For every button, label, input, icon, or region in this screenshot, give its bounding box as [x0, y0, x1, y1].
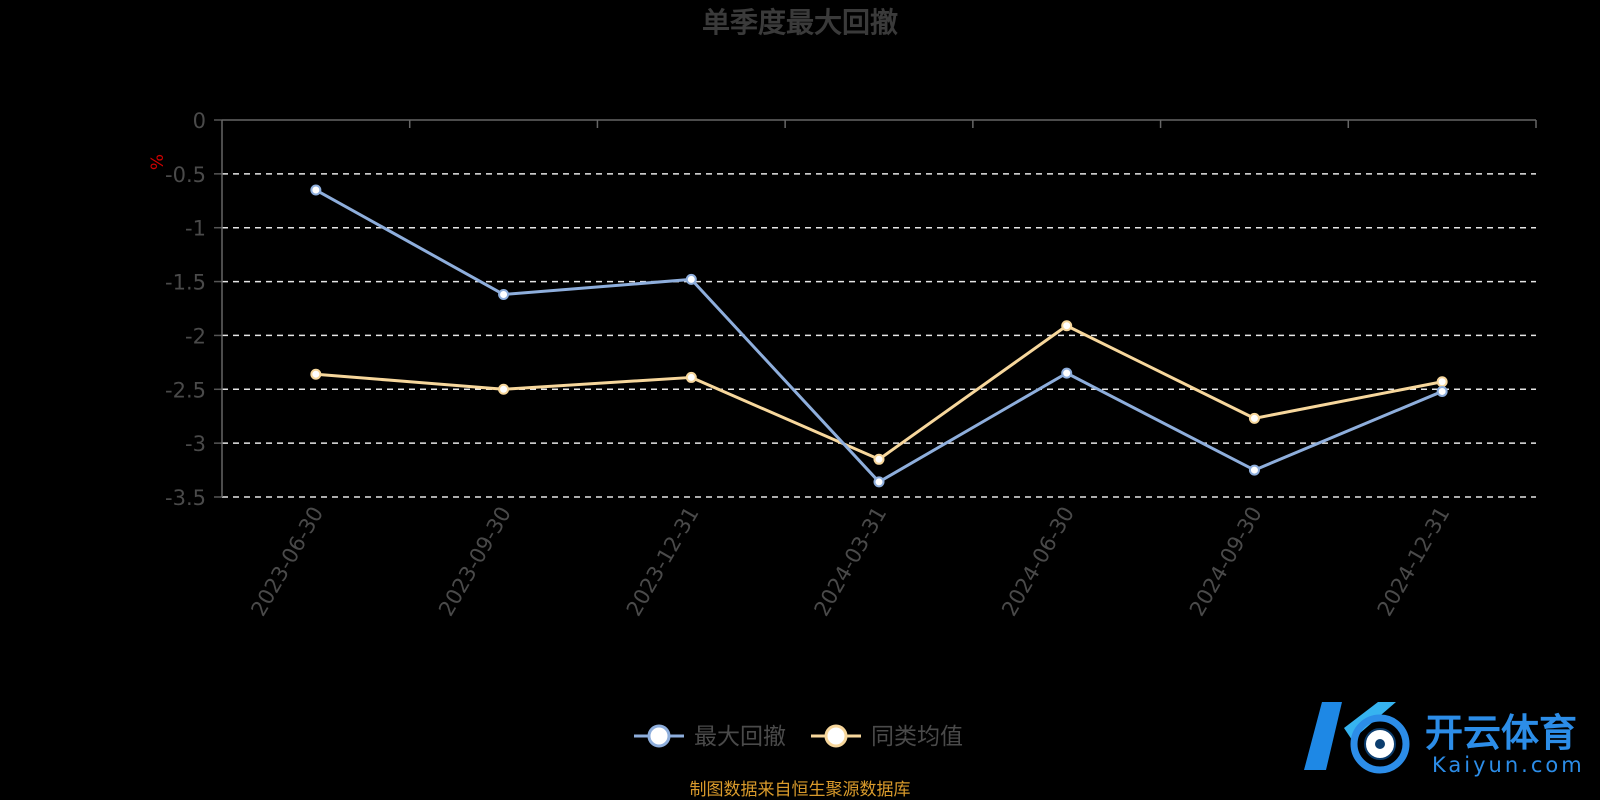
x-tick-label: 2023-06-30	[246, 503, 328, 621]
series-line-0	[315, 188, 1443, 484]
watermark-cn: 开云体育	[1425, 711, 1577, 755]
legend-item-max-drawdown[interactable]: 最大回撤	[634, 724, 786, 750]
legend: 最大回撤 同类均值	[634, 724, 963, 750]
legend-label-max-drawdown: 最大回撤	[694, 724, 786, 750]
y-axis-unit: %	[148, 154, 168, 170]
x-tick-label: 2024-06-30	[997, 503, 1079, 621]
x-tick-label: 2024-03-31	[810, 503, 892, 621]
data-point[interactable]	[310, 184, 322, 196]
series-line-1	[315, 324, 1443, 461]
data-point[interactable]	[1061, 367, 1073, 379]
data-point[interactable]	[1061, 320, 1073, 332]
data-point[interactable]	[685, 371, 697, 383]
data-point[interactable]	[873, 476, 885, 488]
data-point[interactable]	[685, 273, 697, 285]
y-tick-label: -2	[185, 324, 206, 348]
x-tick-labels: 2023-06-30 2023-09-30 2023-12-31 2024-03-31…	[246, 502, 1454, 620]
data-point[interactable]	[310, 368, 322, 380]
y-tick-label: 0	[193, 109, 206, 133]
chart-title: 单季度最大回撤	[702, 6, 898, 39]
source-note: 制图数据来自恒生聚源数据库	[690, 780, 911, 800]
y-tick-labels: 0 -0.5 -1 -1.5 -2 -2.5 -3 -3.5	[165, 109, 206, 510]
data-point[interactable]	[498, 383, 510, 395]
y-tick-label: -0.5	[165, 163, 206, 187]
data-point[interactable]	[1436, 385, 1448, 397]
legend-swatch-marker	[824, 724, 848, 748]
x-tick-label: 2024-09-30	[1185, 503, 1267, 621]
axes	[214, 119, 1537, 498]
x-tick-label: 2023-09-30	[434, 502, 516, 620]
y-tick-label: -3.5	[165, 486, 206, 510]
logo-mark	[1304, 702, 1410, 774]
legend-item-peer-average[interactable]: 同类均值	[811, 724, 963, 750]
watermark-logo: 开云体育 Kaiyun.com	[1304, 702, 1585, 777]
data-point[interactable]	[873, 453, 885, 465]
y-tick-label: -1	[185, 217, 206, 241]
legend-swatch-marker	[647, 724, 671, 748]
y-tick-label: -2.5	[165, 378, 206, 402]
data-point[interactable]	[1248, 464, 1260, 476]
y-tick-label: -3	[185, 432, 206, 456]
data-point[interactable]	[1248, 412, 1260, 424]
data-point[interactable]	[1436, 376, 1448, 388]
y-tick-label: -1.5	[165, 271, 206, 295]
grid-lines	[222, 173, 1536, 498]
series-lines	[310, 184, 1448, 488]
logo-ring	[1350, 714, 1410, 774]
legend-label-peer-average: 同类均值	[871, 724, 963, 750]
x-tick-label: 2023-12-31	[622, 503, 704, 621]
data-point[interactable]	[498, 288, 510, 300]
watermark-en: Kaiyun.com	[1432, 753, 1585, 777]
logo-k-stem	[1304, 702, 1342, 770]
x-tick-label: 2024-12-31	[1373, 503, 1455, 621]
soccer-ball-patch	[1375, 739, 1385, 749]
